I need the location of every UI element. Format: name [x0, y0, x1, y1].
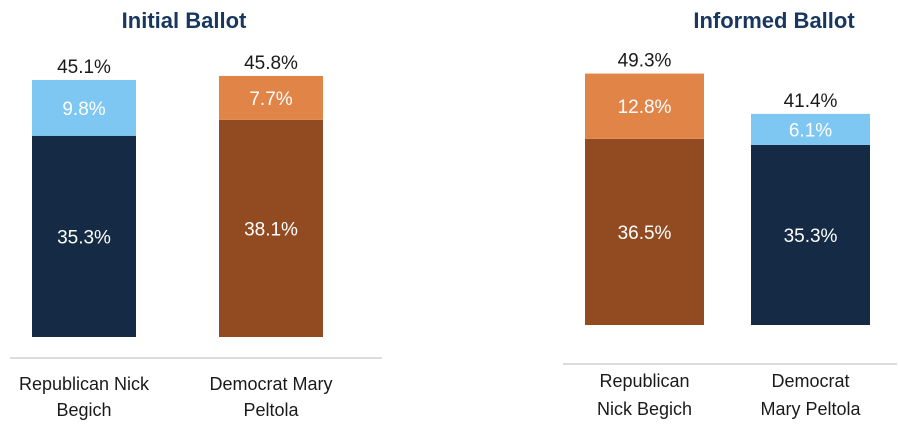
- informed-peltola-total-label: 41.4%: [784, 91, 838, 112]
- initial-peltola-segment-2: [219, 75, 323, 120]
- initial-peltola-segment-label-2: 7.7%: [249, 89, 292, 110]
- informed-begich-category-label-line-2: Nick Begich: [597, 399, 692, 419]
- informed-begich-total-label: 49.3%: [618, 51, 672, 72]
- initial-begich-segment-1: [32, 135, 136, 337]
- informed-peltola-segment-2: [751, 113, 870, 145]
- initial-ballot-chart: Initial Ballot 35.3% 9.8% 45.1% Republican …: [10, 8, 382, 420]
- initial-ballot-title: Initial Ballot: [122, 8, 247, 33]
- informed-begich-segment-1: [585, 138, 704, 325]
- initial-peltola-total-label: 45.8%: [244, 53, 298, 74]
- initial-peltola-segment-1: [219, 119, 323, 337]
- initial-begich-segment-label-1: 35.3%: [57, 227, 111, 248]
- informed-peltola-category-label-line-2: Mary Peltola: [760, 399, 861, 419]
- initial-begich-category-label-line-1: Republican Nick: [19, 374, 150, 394]
- initial-begich-total-label: 45.1%: [57, 57, 111, 78]
- informed-begich-category-label-line-1: Republican: [599, 371, 689, 391]
- informed-begich-segment-label-2: 12.8%: [618, 97, 672, 118]
- informed-peltola-segment-label-2: 6.1%: [789, 120, 832, 141]
- initial-begich-segment-2: [32, 79, 136, 136]
- initial-peltola-segment-label-1: 38.1%: [244, 219, 298, 240]
- initial-peltola-category-label-line-1: Democrat Mary: [209, 374, 332, 394]
- informed-peltola-segment-label-1: 35.3%: [784, 226, 838, 247]
- informed-ballot-title: Informed Ballot: [693, 8, 855, 33]
- initial-begich-category-label-line-2: Begich: [56, 400, 111, 420]
- informed-peltola-category-label-line-1: Democrat: [771, 371, 849, 391]
- informed-begich-segment-2: [585, 73, 704, 139]
- informed-ballot-chart: Informed Ballot 36.5% 12.8% 49.3% Republica…: [563, 8, 897, 419]
- initial-peltola-category-label-line-2: Peltola: [243, 400, 299, 420]
- initial-begich-segment-label-2: 9.8%: [62, 99, 105, 120]
- informed-begich-segment-label-1: 36.5%: [618, 223, 672, 244]
- informed-peltola-segment-1: [751, 144, 870, 325]
